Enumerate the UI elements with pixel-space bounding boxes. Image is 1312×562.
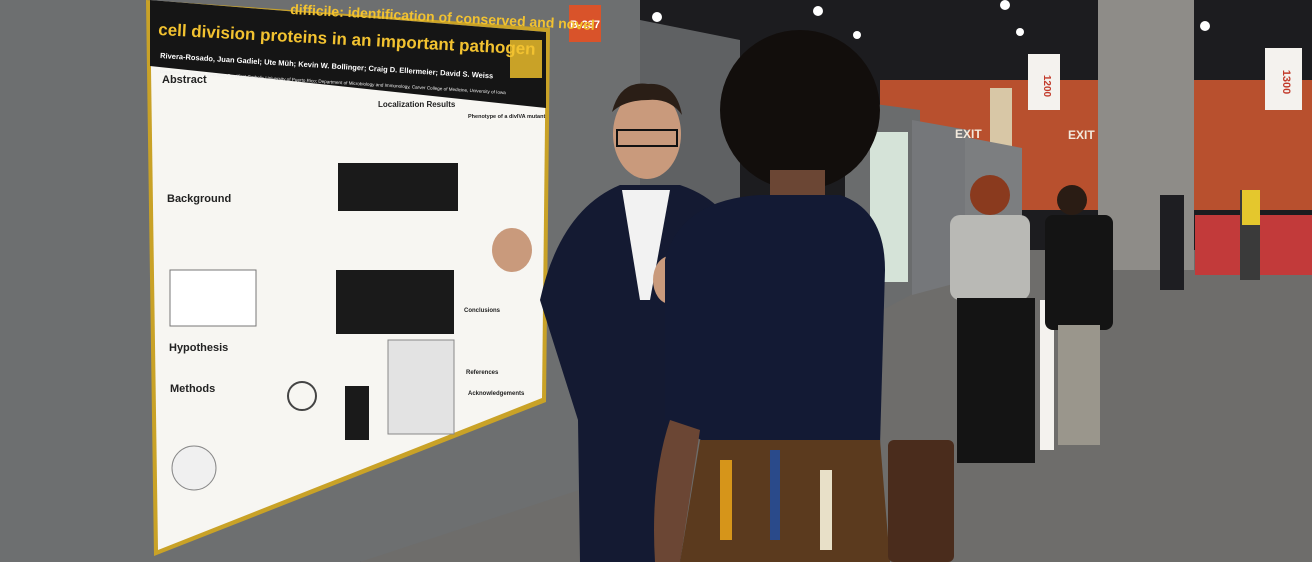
microscopy-panel [345, 386, 369, 440]
university-logo [510, 40, 542, 78]
poster-header [150, 0, 546, 108]
person-jacket [1045, 215, 1113, 330]
listener-hair [720, 30, 880, 190]
skirt-pattern [820, 470, 832, 550]
person-head [1057, 185, 1087, 215]
person-hair [970, 175, 1010, 215]
listener-skirt [680, 440, 890, 562]
poster-diagram [169, 269, 257, 327]
skirt-pattern [720, 460, 732, 540]
section-heading: Conclusions [464, 308, 501, 314]
hall-sign [1265, 48, 1302, 110]
presenter-face [613, 89, 681, 179]
section-heading: Acknowledgements [468, 391, 525, 397]
board-number-sign [569, 5, 601, 42]
section-heading: Hypothesis [169, 342, 228, 354]
listener-arm [654, 420, 700, 562]
section-heading: Phenotype of a divIVA mutant [468, 114, 545, 120]
poster-tube [1040, 300, 1054, 450]
poster-diagram [171, 445, 217, 491]
ceiling-light [1000, 0, 1010, 10]
board-number: B-237 [570, 19, 600, 31]
microscopy-panel [338, 163, 458, 211]
person-blouse [950, 215, 1030, 300]
presenter-glasses [616, 129, 678, 147]
ceiling-light [1200, 21, 1210, 31]
skirt-pattern [770, 450, 780, 540]
person-shirt [1242, 190, 1260, 225]
ceiling-light [813, 6, 823, 16]
exit-sign: EXIT [955, 127, 982, 141]
presenter-hair [612, 83, 682, 115]
listener-top [665, 195, 885, 445]
ceiling-light [1016, 28, 1024, 36]
microscopy-panel [336, 270, 454, 334]
section-heading: Localization Results [378, 100, 456, 109]
section-heading: References [466, 370, 499, 376]
ceiling-light [652, 12, 662, 22]
person-pants [1058, 325, 1100, 445]
person [1160, 195, 1184, 290]
section-heading: Background [167, 193, 231, 205]
poster-table [387, 339, 455, 435]
handbag [888, 440, 954, 562]
person-pants [957, 298, 1035, 463]
hall-sign [1028, 54, 1060, 110]
presenter-hand [492, 228, 532, 272]
hall-sign-label: 1300 [1280, 70, 1292, 94]
ceiling-light [853, 31, 861, 39]
exit-sign: EXIT [1068, 128, 1095, 142]
section-heading: Methods [170, 383, 215, 395]
presenter-shirt [622, 190, 670, 300]
plasmid-diagram [287, 381, 317, 411]
section-heading: Abstract [162, 74, 207, 86]
hall-sign-label: 1200 [1041, 75, 1052, 98]
